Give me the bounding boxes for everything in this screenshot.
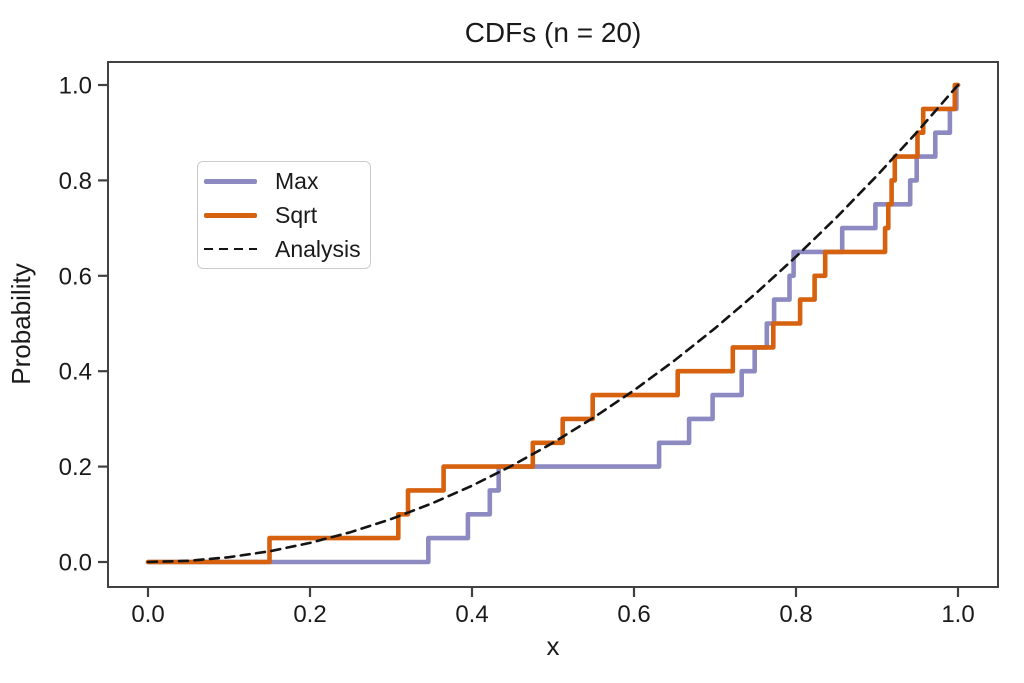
y-axis-label: Probability	[6, 263, 36, 384]
y-tick-label: 1.0	[59, 73, 92, 100]
legend-label-max: Max	[275, 168, 319, 194]
y-tick-label: 0.8	[59, 168, 92, 195]
analysis-dashed-swatch	[204, 247, 257, 251]
legend-entry-sqrt: Sqrt	[204, 203, 370, 227]
x-tick-label: 0.0	[131, 601, 164, 628]
x-tick-label: 0.6	[617, 601, 650, 628]
legend-entry-analysis: Analysis	[204, 237, 370, 261]
x-tick-label: 0.8	[779, 601, 812, 628]
analysis-dashed-line	[146, 83, 960, 564]
chart-title: CDFs (n = 20)	[465, 17, 642, 48]
legend-box: Max Sqrt Analysis	[197, 161, 371, 269]
max-line-swatch	[204, 178, 257, 184]
x-tick-label: 0.2	[293, 601, 326, 628]
plot-frame	[107, 61, 999, 588]
plot-area: 0.0 0.2 0.4 0.6 0.8 1.0 0.0 0.2 0.4 0.6 0.8 1.0	[59, 61, 999, 628]
y-tick-label: 0.6	[59, 263, 92, 290]
legend-label-analysis: Analysis	[275, 236, 361, 262]
x-axis-label: x	[547, 631, 560, 661]
legend-entry-max: Max	[204, 169, 370, 193]
y-tick-label: 0.4	[59, 359, 92, 386]
sqrt-line-swatch	[204, 212, 257, 218]
y-tick-label: 0.2	[59, 454, 92, 481]
x-tick-label: 1.0	[941, 601, 974, 628]
y-tick-label: 0.0	[59, 550, 92, 577]
legend-label-sqrt: Sqrt	[275, 202, 318, 228]
cdf-step-line-max	[145, 82, 961, 565]
x-tick-label: 0.4	[455, 601, 488, 628]
cdf-step-line-sqrt	[145, 82, 961, 565]
